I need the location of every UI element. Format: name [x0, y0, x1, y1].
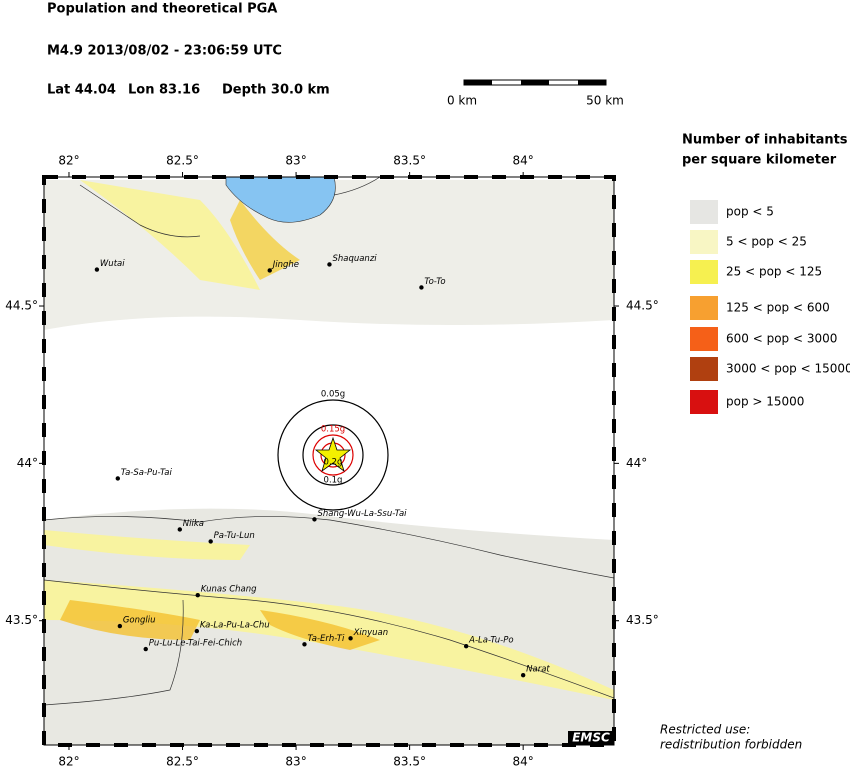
- place-dot: [117, 623, 123, 629]
- legend-label: pop < 5: [726, 205, 774, 219]
- lat-label: 43.5°: [5, 613, 38, 627]
- place-name: Ta-Erh-Ti: [307, 634, 344, 644]
- place-name: Jinghe: [271, 260, 299, 270]
- legend-swatch: [690, 390, 718, 414]
- place-name: Shaquanzi: [332, 254, 377, 264]
- lon-label: 84°: [513, 755, 534, 767]
- pga-label: 0.05g: [321, 390, 345, 400]
- note: Restricted use:: [660, 723, 750, 737]
- lat: Lat 44.04: [47, 83, 116, 98]
- lon-label: 83.5°: [393, 755, 426, 767]
- place-dot: [177, 527, 183, 532]
- place-dot: [463, 643, 469, 649]
- legend-swatch: [690, 200, 718, 224]
- place-name: A-La-Tu-Po: [468, 636, 513, 646]
- event: M4.9 2013/08/02 - 23:06:59 UTC: [47, 44, 282, 59]
- place-name: Ta-Sa-Pu-Tai: [121, 468, 173, 478]
- legend-label: 5 < pop < 25: [726, 235, 807, 249]
- scale-label: 0 km: [447, 94, 477, 108]
- scale-bar: [463, 79, 607, 86]
- legend-swatch: [690, 327, 718, 351]
- lon-label: 83°: [285, 755, 306, 767]
- place-name: Niika: [183, 519, 204, 529]
- place-name: Pu-Lu-Le-Tai-Fei-Chich: [149, 639, 242, 649]
- lat-label: 44°: [17, 456, 38, 470]
- pga-contours: 0.05g 0.1g 0.15g 0.2g: [277, 390, 389, 511]
- legend-title: Number of inhabitants: [682, 133, 848, 148]
- place-dot: [194, 628, 200, 634]
- place-dot: [419, 285, 424, 290]
- place-dot: [312, 517, 317, 522]
- place-dot: [143, 646, 148, 652]
- place-dot: [327, 262, 332, 267]
- place-name: Shang-Wu-La-Ssu-Tai: [317, 509, 407, 519]
- place-dot: [520, 672, 526, 678]
- legend-label: 25 < pop < 125: [726, 265, 822, 279]
- lon-label: 84°: [513, 154, 534, 168]
- place-dot: [348, 636, 353, 641]
- legend-label: 125 < pop < 600: [726, 301, 830, 315]
- place-name: Ka-La-Pu-La-Chu: [200, 621, 270, 631]
- place-name: Wutai: [100, 259, 125, 269]
- legend-label: pop > 15000: [726, 395, 804, 409]
- legend-swatch: [690, 357, 718, 381]
- note: redistribution forbidden: [660, 738, 802, 752]
- lon-label: 82.5°: [166, 154, 199, 168]
- lon-label: 83°: [285, 154, 306, 168]
- place-dot: [208, 539, 213, 544]
- lon-label: 82°: [58, 154, 79, 168]
- lat-label: 44.5°: [5, 299, 38, 313]
- place-name: Kunas Chang: [201, 585, 257, 595]
- logo-text: EMSC: [572, 731, 610, 745]
- lon-label: 82°: [58, 755, 79, 767]
- place-name: Gongliu: [123, 616, 156, 626]
- lon: Lon 83.16: [128, 83, 200, 98]
- title: Population and theoretical PGA: [47, 2, 277, 17]
- place-dot: [195, 593, 200, 598]
- place-dot: [94, 267, 100, 272]
- legend-label: 600 < pop < 3000: [726, 332, 837, 346]
- scale-label: 50 km: [586, 94, 624, 108]
- pga-label: 0.2g: [324, 458, 343, 468]
- place-dot: [115, 476, 121, 481]
- lon-label: 83.5°: [393, 154, 426, 168]
- depth: Depth 30.0 km: [222, 83, 330, 98]
- place-dot: [267, 268, 272, 273]
- lon-label: 82.5°: [166, 755, 199, 767]
- place-name: To-To: [424, 277, 445, 287]
- place-name: Narat: [526, 665, 550, 675]
- legend-swatch: [690, 260, 718, 284]
- logo: [568, 731, 614, 745]
- legend-label: 3000 < pop < 15000: [726, 362, 850, 376]
- legend-title: per square kilometer: [682, 153, 837, 168]
- lat-label: 44.5°: [626, 299, 659, 313]
- pga-label: 0.1g: [324, 476, 343, 486]
- place-name: Xinyuan: [353, 628, 389, 638]
- legend-swatch: [690, 230, 718, 254]
- place-name: Pa-Tu-Lun: [214, 531, 255, 541]
- lat-label: 44°: [626, 456, 647, 470]
- lat-label: 43.5°: [626, 613, 659, 627]
- pga-label: 0.15g: [321, 425, 345, 435]
- place-dot: [302, 642, 307, 647]
- legend-swatch: [690, 296, 718, 320]
